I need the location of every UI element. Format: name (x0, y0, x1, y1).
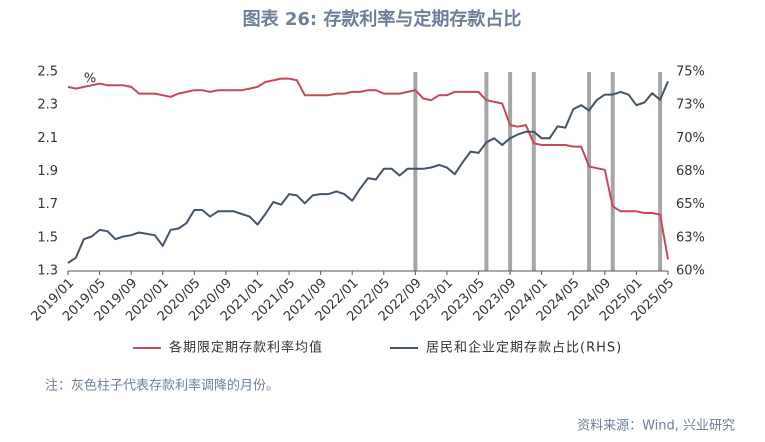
y2-tick-label: 63% (676, 230, 705, 245)
y-tick-label: 1.3 (37, 264, 58, 279)
y2-tick-label: 75% (676, 65, 705, 80)
source: 资料来源：Wind, 兴业研究 (577, 419, 735, 434)
series-line (67, 77, 669, 260)
y-tick-label: 1.7 (37, 197, 58, 212)
legend-label: 各期限定期存款利率均值 (169, 340, 323, 356)
y-tick-label: 1.9 (37, 164, 58, 179)
y-unit: % (84, 72, 96, 87)
highlight-bar (658, 72, 663, 271)
y-tick-label: 2.5 (37, 65, 58, 80)
series-line (67, 80, 669, 264)
highlight-bar (610, 72, 615, 271)
highlight-bar (413, 72, 418, 271)
note: 注：灰色柱子代表存款利率调降的月份。 (45, 378, 279, 394)
y2-tick-label: 65% (676, 197, 705, 212)
highlight-bar (587, 72, 592, 271)
y-tick-label: 2.1 (37, 131, 58, 146)
highlight-bar (531, 72, 536, 271)
y-tick-label: 2.3 (37, 98, 58, 113)
y2-tick-label: 60% (676, 264, 705, 279)
chart-title: 图表 26: 存款利率与定期存款占比 (243, 8, 522, 30)
y2-tick-label: 70% (676, 131, 705, 146)
highlight-bar (508, 72, 513, 271)
y-tick-label: 1.5 (37, 230, 58, 245)
y2-tick-label: 68% (676, 164, 705, 179)
legend-label: 居民和企业定期存款占比(RHS) (426, 340, 622, 356)
highlight-bar (484, 72, 489, 271)
y2-tick-label: 73% (676, 98, 705, 113)
